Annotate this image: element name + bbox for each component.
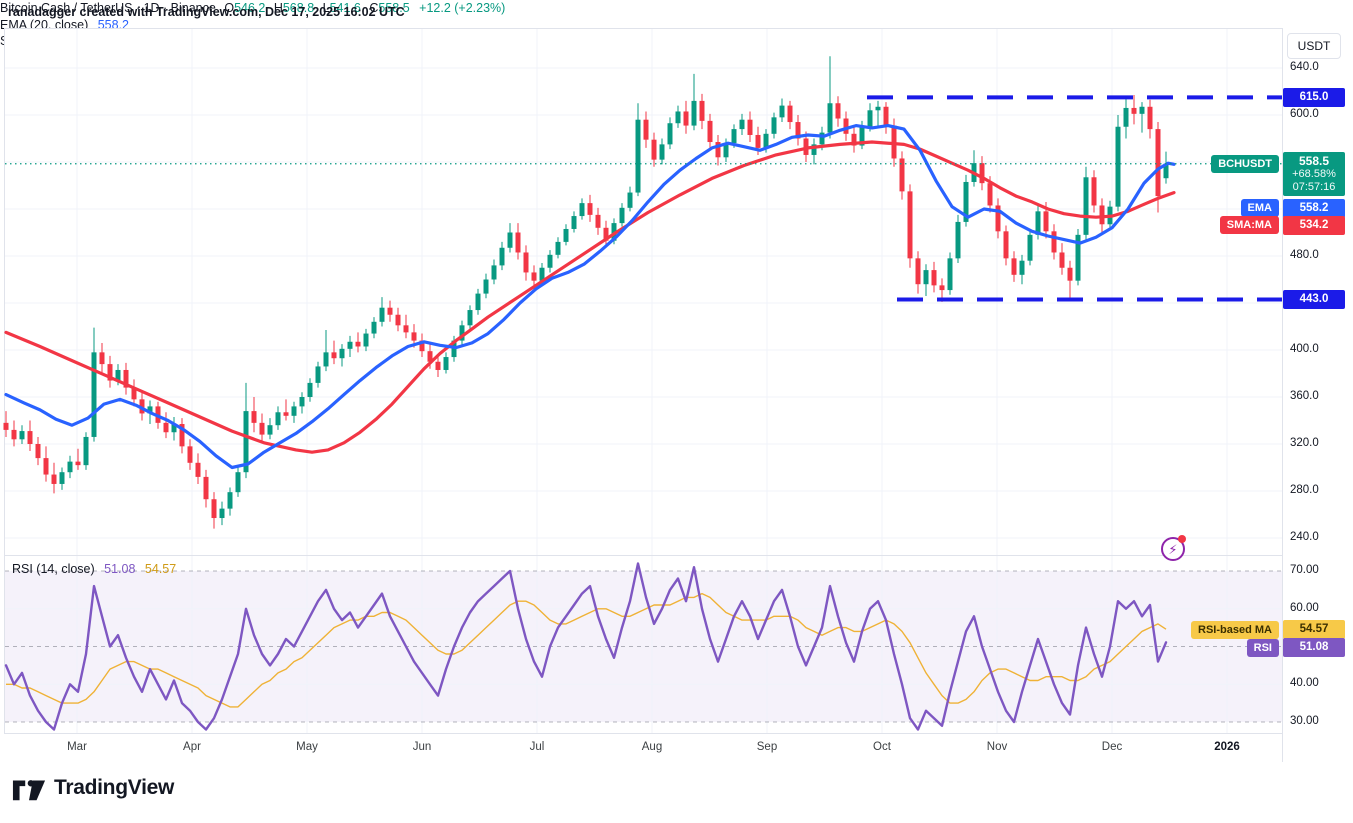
last-price-label: 558.5 +68.58% 07:57:16 [1283, 151, 1345, 196]
tradingview-footer-link[interactable]: TradingView [12, 774, 174, 802]
notification-dot [1178, 535, 1186, 543]
legend-symbol-row[interactable]: Bitcoin Cash / TetherUS · 1D · Binance O… [0, 0, 1353, 17]
symbol-title: Bitcoin Cash / TetherUS · 1D · Binance [0, 1, 216, 15]
time-axis-label[interactable]: Sep [756, 741, 778, 753]
tradingview-logo-icon [12, 780, 46, 801]
ema-line[interactable] [4, 123, 1176, 470]
attribution-text: ranadagger created with TradingView.com,… [8, 5, 405, 19]
pane-separator[interactable] [4, 555, 1348, 556]
time-axis-label[interactable]: Aug [641, 741, 663, 753]
rsi-tick: 40.00 [1290, 677, 1319, 690]
price-tick: 640.0 [1290, 61, 1319, 73]
close-value: 558.5 [378, 1, 410, 15]
high-value: 568.8 [282, 1, 315, 15]
rsi-tag: RSI [1246, 639, 1279, 658]
rsi-ma-line[interactable] [6, 592, 1167, 708]
chart-widget-frame [4, 28, 1348, 762]
low-value: 541.6 [329, 1, 361, 15]
resistance-level-label[interactable]: 615.0 [1283, 87, 1345, 107]
bar-countdown: 07:57:16 [1292, 180, 1336, 193]
time-axis-label[interactable]: May [296, 741, 318, 753]
price-tick: 320.0 [1290, 437, 1319, 449]
time-axis-label[interactable]: Jun [412, 741, 432, 753]
support-level-label[interactable]: 443.0 [1283, 289, 1345, 309]
tradingview-brand-text: TradingView [54, 776, 175, 799]
rsi-band [5, 571, 1282, 722]
rsi-tick: 70.00 [1290, 564, 1319, 576]
price-tick: 360.0 [1290, 390, 1319, 402]
rsi-ma-value: 54.57 [144, 562, 177, 576]
change-percent-value: +68.58% [1292, 167, 1336, 180]
high-key: H [273, 1, 283, 15]
rsi-tick: 30.00 [1290, 715, 1319, 727]
sma-axis-label: 534.2 [1283, 215, 1345, 235]
time-axis[interactable] [4, 733, 1348, 762]
quick-trade-lightning-button[interactable]: ⚡ [1161, 535, 1186, 561]
price-tick: 280.0 [1290, 484, 1319, 496]
symbol-tag: BCHUSDT [1211, 154, 1279, 173]
rsi-tick: 60.00 [1290, 601, 1319, 614]
rsi-line[interactable] [4, 562, 1168, 731]
last-price-value: 558.5 [1298, 153, 1330, 168]
time-axis-label[interactable]: Jul [529, 741, 545, 753]
price-tick: 600.0 [1290, 108, 1319, 120]
time-axis-label[interactable]: Oct [873, 741, 891, 753]
sma-tag: SMA:MA [1219, 215, 1279, 234]
price-tick: 400.0 [1290, 343, 1319, 355]
rsi-ma-axis-label: 54.57 [1283, 620, 1345, 640]
time-axis-label[interactable]: Nov [986, 741, 1008, 753]
time-axis-label[interactable]: Mar [67, 741, 87, 753]
rsi-name: RSI (14, close) [12, 562, 95, 576]
ema-axis-label: 558.2 [1283, 198, 1345, 218]
open-value: 546.2 [234, 1, 266, 15]
rsi-legend[interactable]: RSI (14, close) 51.08 54.57 [12, 562, 176, 576]
time-axis-label[interactable]: Dec [1101, 741, 1123, 753]
change-value: +12.2 (+2.23%) [419, 1, 506, 15]
price-tick: 480.0 [1290, 249, 1319, 261]
currency-toggle-button[interactable]: USDT [1287, 33, 1341, 59]
close-key: C [369, 1, 379, 15]
ema-tag: EMA [1240, 198, 1279, 217]
time-axis-label[interactable]: 2026 [1214, 741, 1240, 753]
sma-line[interactable] [4, 140, 1176, 454]
gridlines [5, 29, 1282, 733]
time-axis-label[interactable]: Apr [183, 741, 201, 753]
rsi-value: 51.08 [104, 562, 136, 576]
candlestick-series[interactable] [3, 56, 1169, 529]
low-key: L [322, 1, 330, 15]
price-tick: 240.0 [1290, 531, 1319, 543]
rsi-ma-tag: RSI-based MA [1191, 621, 1279, 640]
open-key: O [224, 1, 235, 15]
rsi-axis-label: 51.08 [1283, 638, 1345, 658]
